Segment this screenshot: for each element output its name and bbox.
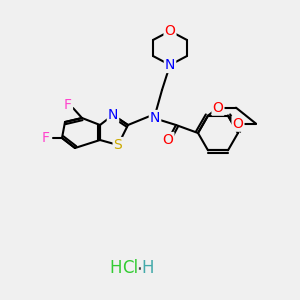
Text: N: N (150, 111, 160, 125)
Text: O: O (213, 101, 224, 115)
Text: H: H (142, 259, 154, 277)
Text: S: S (114, 138, 122, 152)
Text: O: O (232, 117, 243, 131)
Text: N: N (108, 108, 118, 122)
Text: O: O (163, 133, 173, 147)
Text: F: F (42, 131, 50, 145)
Text: F: F (64, 98, 72, 112)
Text: H: H (110, 259, 122, 277)
Text: Cl: Cl (122, 259, 138, 277)
Text: N: N (165, 58, 175, 72)
Text: O: O (165, 24, 176, 38)
